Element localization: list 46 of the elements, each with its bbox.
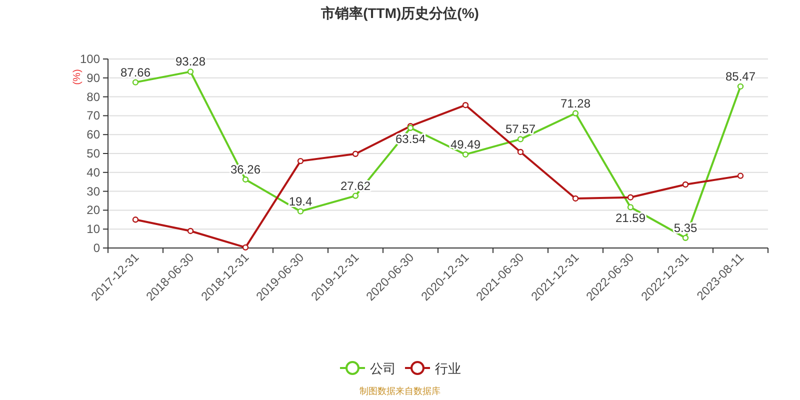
- point: [627, 204, 634, 210]
- point: [297, 158, 304, 164]
- data-label: 21.59: [615, 211, 646, 226]
- point: [187, 228, 194, 234]
- text: 制图数据来自数据库: [360, 386, 440, 396]
- y-tick-label: 50: [86, 146, 100, 160]
- point: [462, 151, 469, 158]
- point: [572, 195, 579, 202]
- y-tick-label: 60: [86, 128, 100, 142]
- point: [627, 194, 634, 200]
- y-tick-label: 40: [86, 165, 100, 180]
- point: [132, 216, 139, 223]
- y-tick-label: 70: [86, 108, 100, 123]
- point: [682, 234, 689, 241]
- y-tick-label: 100: [80, 52, 100, 66]
- point: [187, 68, 194, 75]
- data-label: 19.4: [288, 194, 312, 208]
- y-tick-label: 30: [86, 184, 100, 198]
- point: [132, 79, 139, 86]
- point: [517, 136, 524, 142]
- point: [242, 176, 249, 183]
- point: [737, 172, 744, 179]
- data-label: 49.49: [450, 137, 481, 152]
- y-tick-label: 90: [86, 70, 100, 85]
- y-tick-label: 80: [86, 90, 100, 104]
- data-label: 85.47: [725, 69, 756, 84]
- chart-title: 市销率(TTM)历史分位(%): [320, 5, 479, 21]
- point: [352, 192, 359, 199]
- point: [517, 148, 524, 156]
- point: [682, 181, 689, 188]
- data-label: 87.66: [120, 65, 151, 80]
- legend-label: 公司: [370, 361, 396, 376]
- point: [572, 110, 579, 116]
- y-tick-label: 20: [86, 203, 100, 218]
- y-tick-label: 10: [86, 222, 100, 236]
- point: [242, 244, 249, 251]
- y-axis-title: (%): [72, 69, 83, 85]
- data-label: 93.28: [175, 54, 206, 69]
- point: [737, 83, 744, 90]
- point: [352, 150, 359, 157]
- y-tick-label: 0: [93, 241, 100, 255]
- data-label: 71.28: [560, 96, 591, 110]
- data-label: 57.57: [505, 122, 536, 136]
- point: [462, 102, 469, 108]
- legend-label: 行业: [435, 361, 461, 376]
- point: [297, 208, 304, 214]
